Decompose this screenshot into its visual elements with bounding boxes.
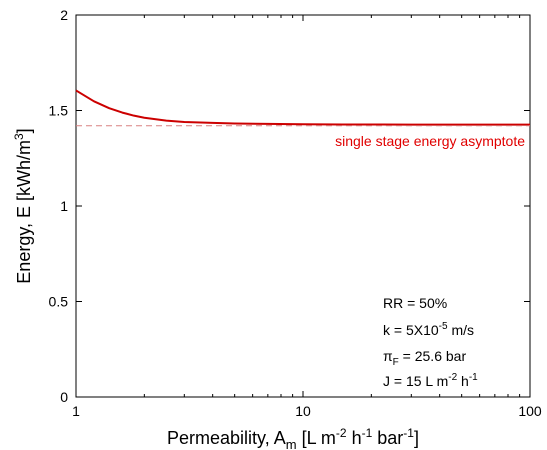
annotation-j-mid: h [457,373,469,389]
y-tick-label: 0 [60,389,68,405]
annotation-pi-symbol: π [383,348,393,364]
annotation-j-pre: J = 15 L m [383,373,448,389]
annotation-k-sup: -5 [439,321,448,332]
annotation-k-pre: k = 5X10 [383,322,439,338]
y-tick-label: 2 [60,7,68,23]
asymptote-label: single stage energy asymptote [335,133,525,149]
annotation-k: k = 5X10-5 m/s [383,321,474,338]
y-tick-label: 0.5 [49,294,69,310]
y-axis-title-sup: 3 [12,133,26,140]
annotation-rr: RR = 50% [383,295,447,311]
x-axis-title-close: ] [414,428,419,448]
energy-curve [75,89,530,126]
x-axis-title-mid2: bar [372,428,403,448]
x-axis-title-sub: m [286,437,297,450]
series-layer [75,89,530,127]
y-tick-label: 1.5 [49,103,69,119]
annotation-k-post: m/s [448,322,474,338]
x-axis-title-sup3: -1 [403,426,414,440]
y-axis-ticks: 0 0.5 1 1.5 2 [49,7,530,405]
annotation-j-sup1: -2 [448,372,457,383]
y-axis-title-close: ] [14,128,34,133]
plot-frame [75,14,531,398]
x-axis-title-text: Permeability, A [167,428,286,448]
x-axis-title-units-open: [L m [297,428,336,448]
annotation-j-sup2: -1 [469,372,478,383]
x-axis-title-mid1: h [347,428,362,448]
x-axis-title-sup2: -1 [362,426,373,440]
annotation-pi-sub: F [393,357,399,368]
x-tick-label: 10 [295,403,311,419]
x-axis-title: Permeability, Am [L m-2 h-1 bar-1] [167,426,419,450]
x-axis-ticks: 1 10 100 [72,15,542,419]
x-tick-label: 100 [518,403,542,419]
y-axis-title-text: Energy, E [kWh/m [14,140,34,284]
x-axis-title-sup1: -2 [336,426,347,440]
annotation-pi-post: = 25.6 bar [399,348,467,364]
x-tick-label: 1 [72,403,80,419]
y-tick-label: 1 [60,198,68,214]
y-axis-title: Energy, E [kWh/m3] [12,128,34,283]
annotation-j: J = 15 L m-2 h-1 [383,372,478,389]
annotation-pi: πF = 25.6 bar [383,348,466,368]
